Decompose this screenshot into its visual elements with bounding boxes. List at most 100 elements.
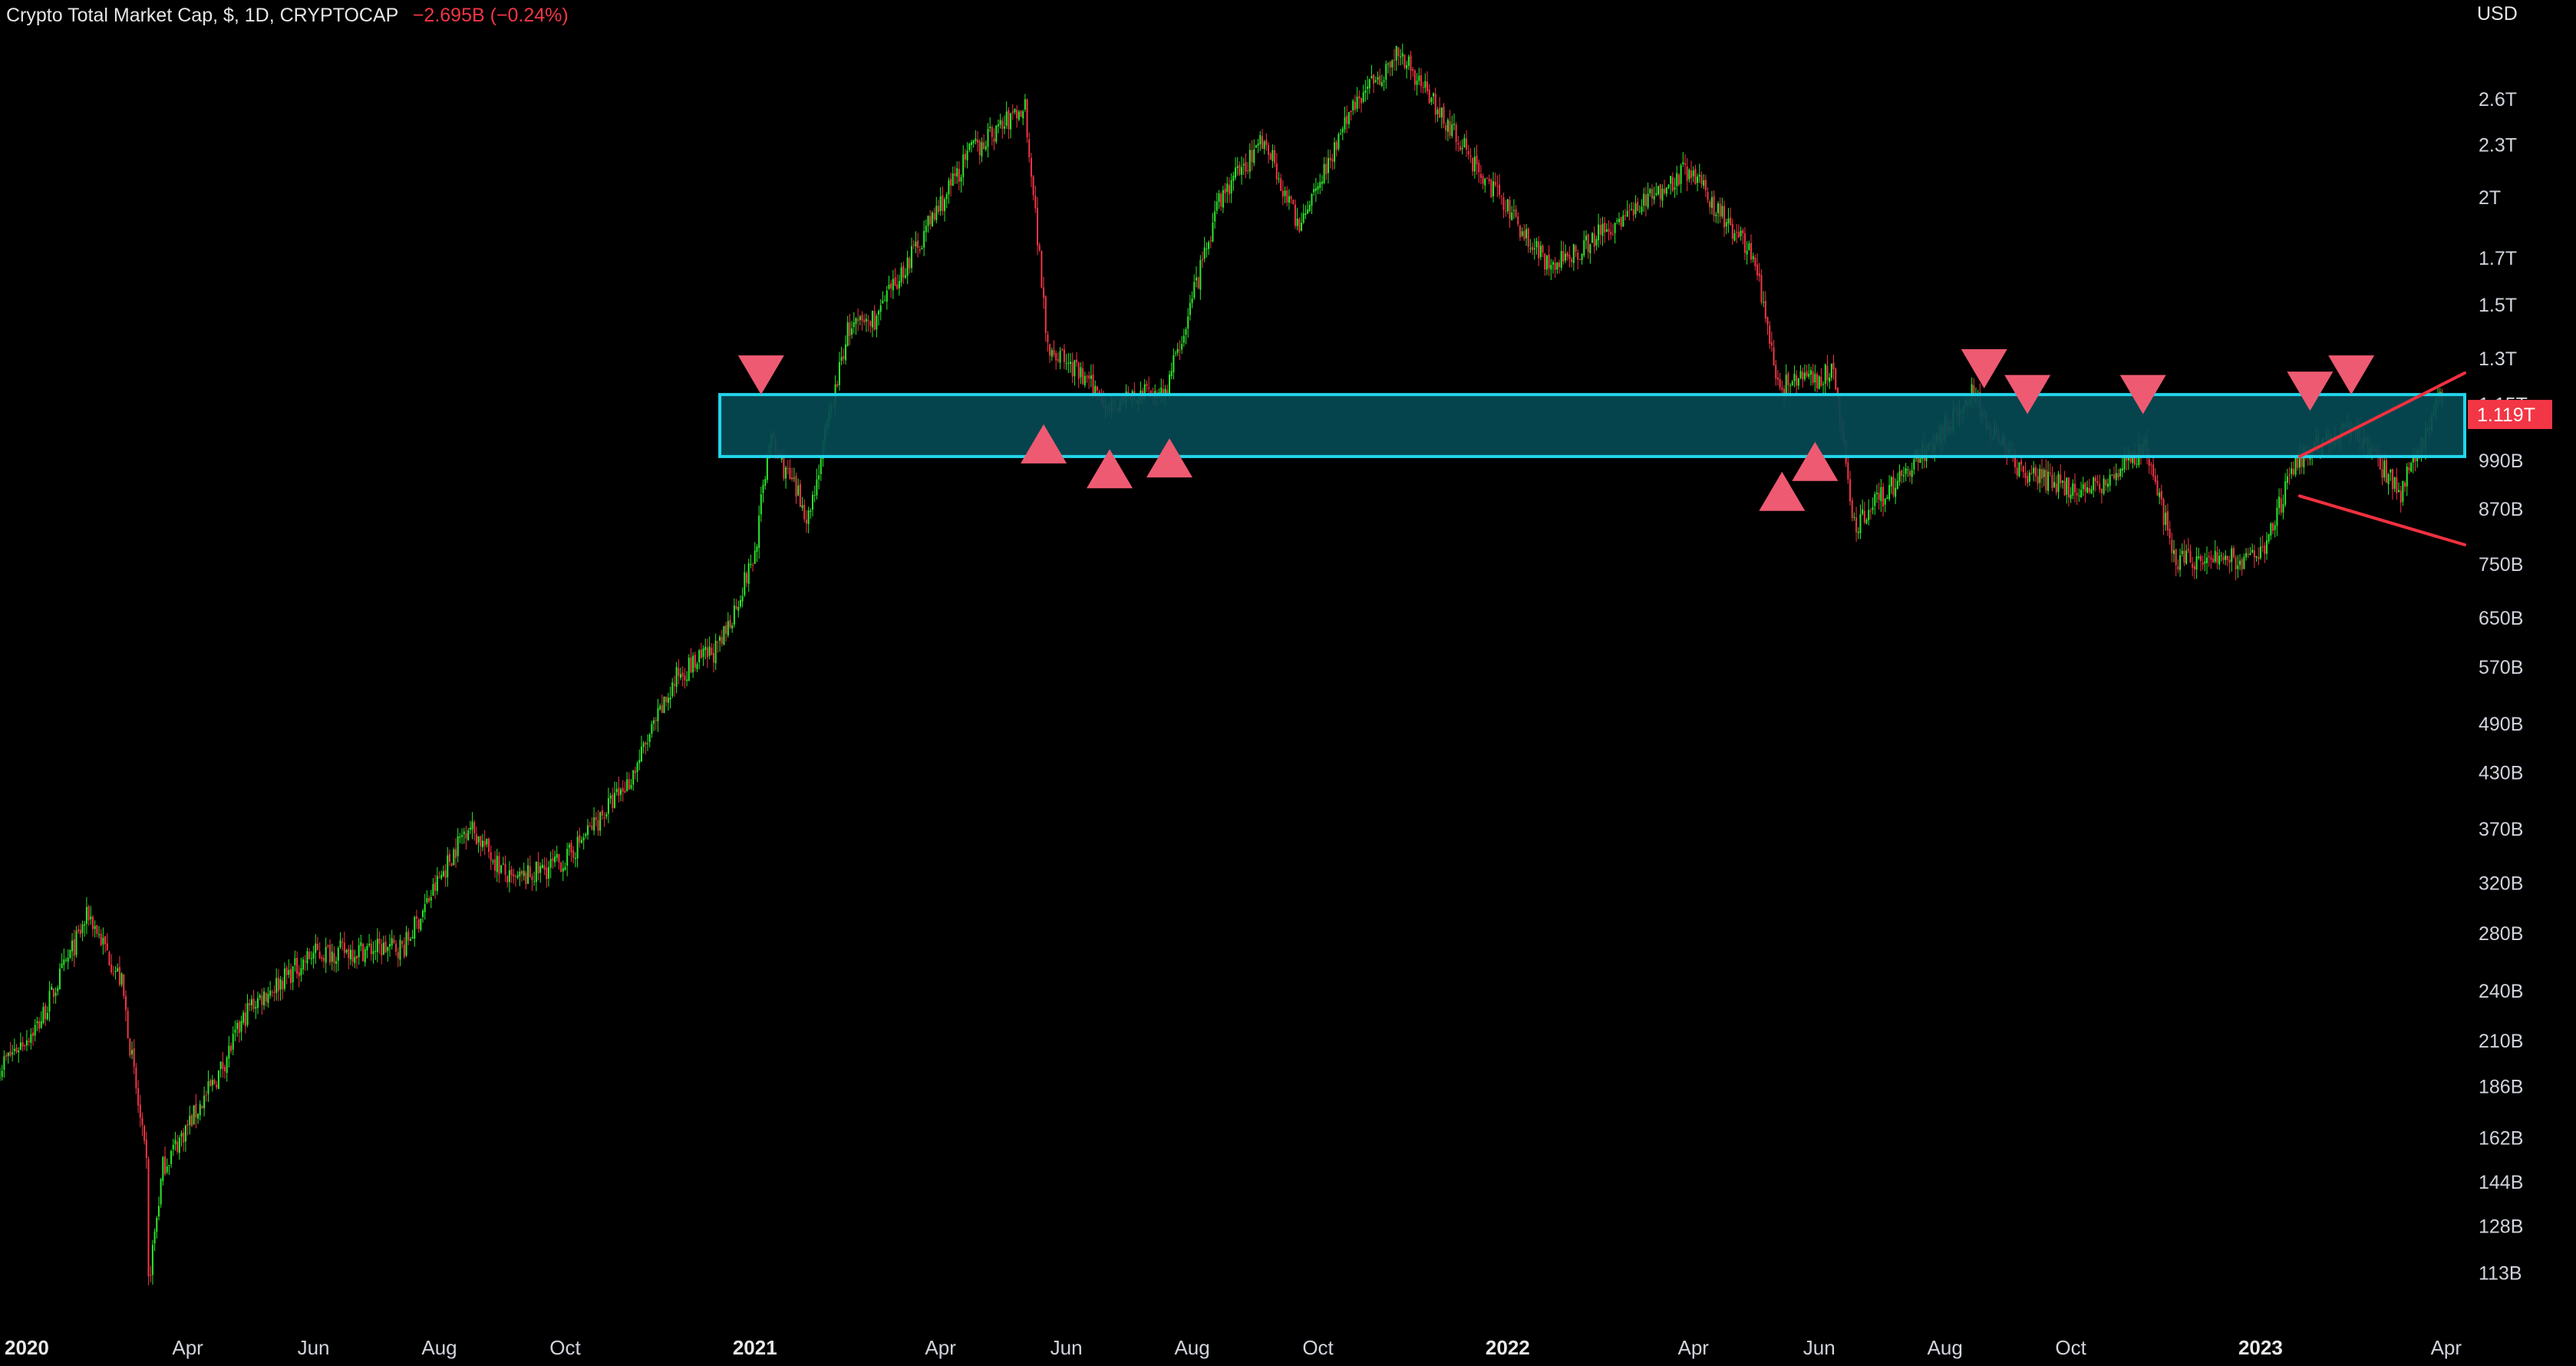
- candle-up: [1572, 243, 1575, 272]
- candle-down: [1038, 242, 1041, 252]
- candle-down: [1542, 243, 1544, 258]
- trendline-lower[interactable]: [2297, 494, 2466, 546]
- marker-up-triangle[interactable]: [1759, 471, 1806, 511]
- candle-down: [1466, 130, 1468, 157]
- y-tick-label: 1.7T: [2479, 248, 2517, 269]
- candle-down: [799, 480, 801, 507]
- candle-up: [876, 313, 878, 338]
- candle-up: [2053, 472, 2056, 489]
- candle-up: [1550, 259, 1552, 280]
- candle-down: [223, 1064, 226, 1079]
- candle-down: [1604, 216, 1606, 243]
- candle-up: [747, 559, 750, 592]
- candle-up: [292, 965, 294, 991]
- candle-down: [327, 944, 329, 949]
- marker-up-triangle[interactable]: [1021, 424, 1067, 464]
- candle-up: [1241, 156, 1243, 185]
- candle-up: [801, 497, 803, 511]
- candle-down: [24, 1044, 26, 1051]
- y-axis[interactable]: 2.6T2.3T2T1.7T1.5T1.3T1.15T990B870B750B6…: [2479, 89, 2528, 1285]
- candle-down: [1449, 110, 1451, 139]
- candle-down: [711, 642, 713, 656]
- candle-up: [459, 833, 461, 843]
- candle-down: [2022, 465, 2024, 479]
- candle-down: [1239, 161, 1241, 177]
- candle-up: [294, 950, 296, 972]
- candle-up: [405, 926, 407, 958]
- candle-down: [2264, 542, 2266, 563]
- candle-down: [1350, 111, 1352, 120]
- candle-down: [9, 1041, 12, 1057]
- candle-up: [566, 843, 569, 876]
- candle-down: [1892, 470, 1895, 498]
- candle-down: [1268, 142, 1270, 163]
- candle-up: [1191, 291, 1193, 309]
- candle-up: [1278, 172, 1280, 183]
- candle-down: [896, 274, 899, 290]
- candle-down: [2084, 482, 2086, 503]
- candle-down: [316, 936, 318, 951]
- candle-down: [506, 875, 509, 888]
- marker-down-triangle[interactable]: [737, 355, 784, 395]
- candle-up: [372, 941, 374, 964]
- candle-down: [73, 929, 75, 968]
- candle-down: [1509, 196, 1511, 228]
- candle-up: [69, 949, 71, 959]
- candle-up: [898, 274, 900, 296]
- candle-up: [1799, 365, 1802, 380]
- candle-up: [1070, 353, 1072, 373]
- candle-up: [315, 934, 317, 964]
- candle-up: [18, 1047, 20, 1063]
- candle-down: [977, 131, 979, 152]
- candle-down: [1496, 175, 1499, 197]
- candle-up: [1206, 242, 1208, 258]
- candle-up: [981, 137, 983, 163]
- candle-down: [1472, 157, 1474, 177]
- x-tick-label: Oct: [1302, 1336, 1334, 1359]
- candle-down: [1281, 180, 1284, 206]
- candle-up: [414, 916, 416, 947]
- support-resistance-zone[interactable]: [718, 393, 2467, 458]
- candle-up: [1436, 107, 1439, 122]
- candle-up: [692, 652, 694, 678]
- candle-down: [861, 311, 863, 331]
- last-price-label: 1.119T: [2477, 404, 2535, 426]
- candle-up: [1911, 462, 1913, 484]
- candle-down: [787, 460, 789, 474]
- candle-up: [995, 124, 998, 144]
- candle-down: [1026, 98, 1028, 143]
- candle-up: [2278, 488, 2281, 515]
- candle-down: [277, 969, 279, 1001]
- candle-up: [58, 963, 61, 990]
- candle-up: [13, 1038, 15, 1056]
- candle-up: [667, 692, 669, 711]
- marker-up-triangle[interactable]: [1087, 449, 1133, 489]
- candle-up: [2220, 552, 2222, 562]
- candle-up: [2028, 470, 2030, 487]
- candle-up: [1195, 266, 1197, 288]
- candle-up: [2106, 478, 2109, 493]
- candle-down: [475, 827, 477, 846]
- candle-up: [1323, 157, 1325, 185]
- marker-up-triangle[interactable]: [1146, 438, 1193, 478]
- candle-down: [1346, 105, 1348, 134]
- marker-up-triangle[interactable]: [1792, 441, 1839, 481]
- trendline-upper[interactable]: [2297, 371, 2466, 458]
- candle-down: [2241, 556, 2243, 576]
- candle-up: [1859, 504, 1862, 539]
- candle-down: [1568, 246, 1571, 268]
- marker-down-triangle[interactable]: [2287, 371, 2334, 411]
- x-axis[interactable]: 2020 Apr Jun Aug Oct 2021 Apr Jun Aug Oct 2022 Apr J…: [5, 1336, 2462, 1359]
- candle-down: [1228, 177, 1230, 203]
- marker-down-triangle[interactable]: [1961, 348, 2007, 388]
- candle-up: [2173, 539, 2175, 563]
- marker-down-triangle[interactable]: [2328, 355, 2375, 395]
- candle-up: [966, 142, 968, 169]
- marker-down-triangle[interactable]: [2119, 374, 2166, 414]
- candle-up: [1655, 182, 1657, 197]
- candle-down: [2067, 477, 2070, 506]
- candle-down: [661, 695, 663, 714]
- candle-down: [465, 825, 467, 850]
- marker-down-triangle[interactable]: [2004, 374, 2051, 414]
